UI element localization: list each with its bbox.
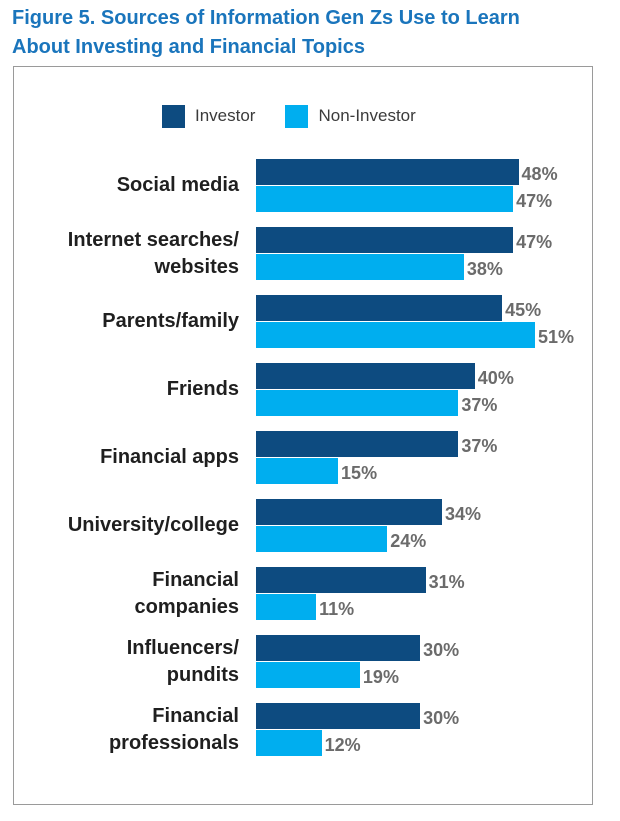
legend-label-investor: Investor: [195, 106, 256, 125]
value-label-non-investor-university-college: 24%: [390, 531, 427, 551]
value-label-investor-social-media: 48%: [521, 164, 558, 184]
value-label-investor-financial-companies: 31%: [428, 572, 465, 592]
value-label-investor-friends: 40%: [477, 368, 514, 388]
value-label-non-investor-parents-family: 51%: [537, 327, 574, 347]
bar-non-investor-financial-professionals: [256, 730, 322, 756]
value-label-non-investor-financial-companies: 11%: [319, 599, 355, 619]
bar-investor-social-media: [256, 159, 519, 185]
category-label-university-college: University/college: [68, 512, 239, 539]
category-label-friends: Friends: [167, 376, 239, 403]
value-label-non-investor-friends: 37%: [461, 395, 498, 415]
figure-title-line-2: About Investing and Financial Topics: [12, 36, 365, 58]
value-label-non-investor-internet-searches-websites: 38%: [466, 259, 503, 279]
bar-investor-university-college: [256, 499, 442, 525]
category-label-line: Financial: [152, 568, 239, 591]
bar-investor-financial-professionals: [256, 703, 421, 729]
bar-non-investor-friends: [256, 390, 459, 416]
category-label-influencers-pundits: Influencers/pundits: [127, 635, 239, 689]
bar-investor-influencers-pundits: [256, 635, 421, 661]
category-label-line: Friends: [166, 378, 239, 400]
bar-investor-parents-family: [256, 295, 503, 321]
value-label-investor-parents-family: 45%: [505, 300, 542, 320]
value-label-investor-internet-searches-websites: 47%: [516, 232, 553, 252]
category-label-line: companies: [134, 595, 239, 618]
value-label-non-investor-social-media: 47%: [516, 191, 553, 211]
category-label-line: pundits: [166, 663, 239, 686]
category-label-social-media: Social media: [117, 172, 239, 199]
legend-item-investor: Investor: [162, 104, 256, 128]
category-label-financial-apps: Financial apps: [100, 444, 239, 471]
category-label-line: Financial apps: [100, 446, 239, 468]
category-label-line: Internet searches/: [67, 228, 239, 251]
bar-investor-financial-companies: [256, 567, 426, 593]
value-label-non-investor-financial-professionals: 12%: [324, 735, 361, 755]
category-label-line: Social media: [116, 174, 239, 196]
value-label-investor-financial-professionals: 30%: [423, 708, 460, 728]
value-label-investor-financial-apps: 37%: [461, 436, 498, 456]
bar-non-investor-internet-searches-websites: [256, 254, 464, 280]
value-label-non-investor-influencers-pundits: 19%: [362, 667, 399, 687]
legend-item-non-investor: Non-Investor: [285, 104, 416, 128]
category-label-parents-family: Parents/family: [102, 308, 239, 335]
value-label-investor-university-college: 34%: [444, 504, 481, 524]
category-label-line: websites: [154, 255, 239, 278]
bar-non-investor-university-college: [256, 526, 388, 552]
legend-label-non-investor: Non-Investor: [318, 106, 416, 125]
category-label-line: Influencers/: [126, 636, 239, 659]
bar-investor-internet-searches-websites: [256, 227, 514, 253]
category-label-line: University/college: [67, 514, 239, 536]
bar-non-investor-social-media: [256, 186, 514, 212]
chart-legend: Investor Non-Investor: [162, 104, 446, 128]
category-label-financial-professionals: Financial professionals: [109, 703, 239, 757]
category-label-financial-companies: Financial companies: [135, 567, 239, 621]
bar-non-investor-financial-companies: [256, 594, 317, 620]
value-label-non-investor-financial-apps: 15%: [341, 463, 378, 483]
bar-non-investor-influencers-pundits: [256, 662, 360, 688]
bar-non-investor-parents-family: [256, 322, 535, 348]
category-label-internet-searches-websites: Internet searches/websites: [68, 227, 239, 281]
figure-title-line-1: Figure 5. Sources of Information Gen Zs …: [12, 7, 520, 29]
figure-title: Figure 5. Sources of Information Gen Zs …: [12, 4, 602, 62]
category-label-line: Parents/family: [102, 310, 239, 332]
bar-investor-financial-apps: [256, 431, 459, 457]
category-label-line: professionals: [108, 731, 239, 754]
value-label-investor-influencers-pundits: 30%: [423, 640, 460, 660]
bar-investor-friends: [256, 363, 475, 389]
legend-swatch-non-investor: [285, 104, 309, 128]
category-label-line: Financial: [152, 704, 239, 727]
legend-swatch-investor: [162, 104, 185, 128]
bar-non-investor-financial-apps: [256, 458, 339, 484]
